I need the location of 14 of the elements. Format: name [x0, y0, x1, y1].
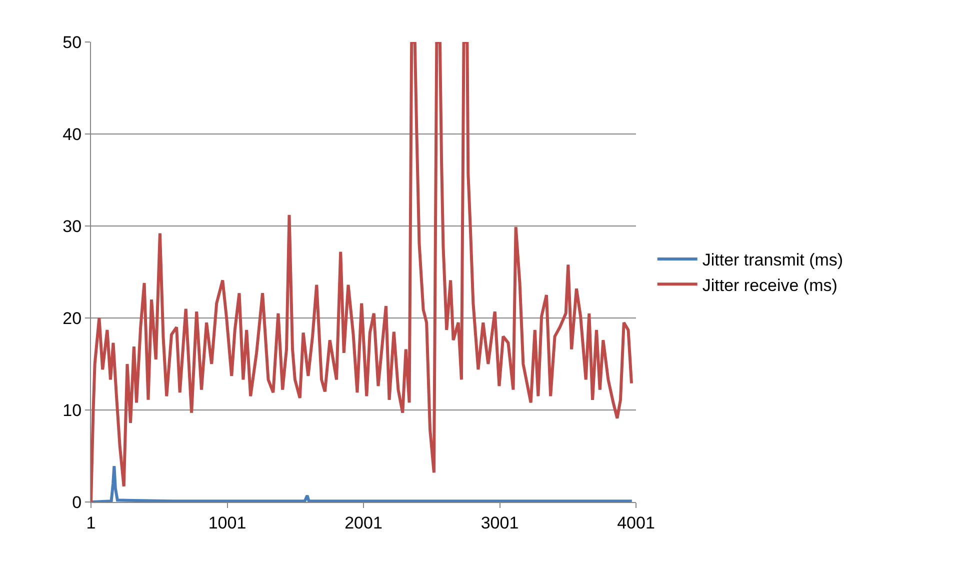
- y-tick-label: 40: [62, 124, 82, 144]
- y-tick-label: 10: [62, 400, 82, 420]
- x-tick-label: 1: [86, 513, 96, 532]
- x-tick-label: 1001: [208, 513, 246, 532]
- y-tick-label: 50: [62, 32, 82, 52]
- x-tick-label: 3001: [480, 513, 519, 532]
- legend-label: Jitter transmit (ms): [702, 250, 844, 270]
- line-series: [91, 464, 634, 502]
- x-tick-label: 4001: [617, 513, 655, 532]
- y-tick-label: 20: [62, 308, 82, 328]
- y-tick-label: 30: [62, 216, 82, 236]
- x-tick-label: 2001: [344, 513, 382, 532]
- legend-label: Jitter receive (ms): [702, 276, 838, 295]
- y-tick-label: 0: [72, 492, 82, 512]
